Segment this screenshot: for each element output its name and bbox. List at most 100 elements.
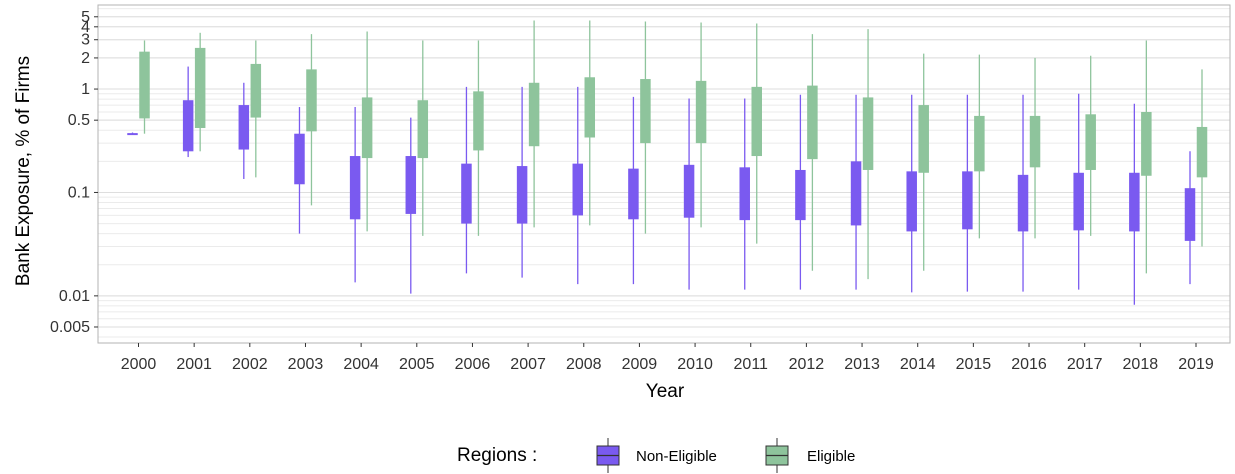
- y-tick-label: 0.005: [50, 319, 90, 336]
- box-body: [1184, 188, 1196, 241]
- box-body: [584, 77, 596, 138]
- x-axis-title: Year: [646, 381, 685, 402]
- y-tick-label: 1: [81, 81, 90, 98]
- box-non-eligible-2008: [572, 86, 584, 285]
- box-body: [528, 82, 540, 147]
- box-non-eligible-2003: [294, 107, 305, 234]
- x-tick-label: 2011: [734, 356, 769, 373]
- box-body: [695, 80, 707, 144]
- box-eligible-2009: [640, 21, 651, 234]
- box-body: [405, 156, 417, 214]
- box-body: [1129, 172, 1140, 232]
- x-tick-label: 2002: [232, 356, 268, 373]
- box-body: [640, 79, 651, 144]
- x-tick-label: 2001: [176, 356, 212, 373]
- box-eligible-2003: [306, 34, 317, 206]
- box-non-eligible-2012: [795, 94, 806, 290]
- y-tick-label: 0.5: [68, 112, 90, 129]
- box-non-eligible-2011: [739, 98, 750, 290]
- box-body: [739, 167, 750, 221]
- box-non-eligible-2006: [461, 86, 472, 274]
- box-body: [516, 166, 528, 224]
- box-non-eligible-2016: [1017, 94, 1029, 292]
- box-eligible-2012: [807, 34, 818, 271]
- box-eligible-2019: [1196, 69, 1208, 247]
- x-tick-label: 2016: [1011, 356, 1047, 373]
- box-eligible-2011: [751, 23, 762, 244]
- box-body: [1073, 172, 1084, 231]
- box-body: [349, 156, 361, 220]
- x-tick-label: 2004: [343, 356, 379, 373]
- box-body: [361, 97, 373, 159]
- box-body: [1029, 115, 1041, 168]
- box-non-eligible-2013: [850, 94, 862, 290]
- box-eligible-2010: [695, 22, 707, 228]
- box-eligible-2008: [584, 20, 596, 226]
- x-axis-ticks: 2000 2001 2002 2003 2004 2005 2006 2007 2008 2009…: [121, 343, 1214, 373]
- y-tick-label: 3: [81, 32, 90, 49]
- y-tick-label: 4: [81, 19, 90, 36]
- box-eligible-2006: [473, 40, 484, 236]
- x-tick-label: 2009: [622, 356, 658, 373]
- box-body: [1085, 114, 1096, 170]
- box-eligible-2017: [1085, 55, 1096, 236]
- box-eligible-2005: [417, 40, 429, 236]
- box-body: [795, 169, 806, 221]
- boxes: [127, 20, 1208, 305]
- box-non-eligible-2009: [628, 96, 639, 285]
- y-tick-label: 2: [81, 50, 90, 67]
- box-non-eligible-2010: [683, 98, 695, 290]
- legend-key-non-eligible: [596, 438, 620, 473]
- box-eligible-2000: [139, 40, 150, 134]
- box-body: [807, 85, 818, 160]
- x-tick-label: 2000: [121, 356, 157, 373]
- legend: Regions : Non-Eligible Eligible: [457, 438, 855, 473]
- box-body: [1196, 126, 1208, 178]
- box-body: [751, 86, 762, 157]
- box-body: [182, 100, 194, 152]
- box-body: [906, 171, 917, 232]
- box-body: [862, 97, 874, 170]
- box-eligible-2015: [974, 54, 985, 239]
- box-body: [918, 105, 929, 173]
- y-tick-label: 0.1: [68, 184, 90, 201]
- y-tick-label: 0.01: [59, 288, 90, 305]
- box-non-eligible-2015: [962, 94, 973, 292]
- box-body: [683, 164, 695, 218]
- box-body: [294, 133, 305, 185]
- legend-title: Regions :: [457, 445, 537, 466]
- box-non-eligible-2005: [405, 117, 417, 294]
- box-eligible-2007: [528, 20, 540, 228]
- y-tick-label: 5: [81, 9, 90, 26]
- x-tick-label: 2014: [900, 356, 936, 373]
- box-non-eligible-2001: [182, 66, 194, 158]
- box-body: [194, 47, 206, 129]
- box-non-eligible-2002: [238, 82, 250, 179]
- legend-label-eligible: Eligible: [807, 448, 855, 465]
- box-eligible-2002: [250, 40, 262, 178]
- box-body: [628, 168, 639, 220]
- box-non-eligible-2018: [1129, 103, 1140, 305]
- x-tick-label: 2005: [399, 356, 435, 373]
- box-body: [306, 69, 317, 132]
- x-tick-label: 2019: [1178, 356, 1214, 373]
- box-non-eligible-2007: [516, 86, 528, 278]
- x-tick-label: 2003: [288, 356, 324, 373]
- x-tick-label: 2015: [956, 356, 992, 373]
- x-tick-label: 2007: [510, 356, 546, 373]
- legend-label-non-eligible: Non-Eligible: [636, 448, 717, 465]
- box-body: [962, 171, 973, 230]
- box-body: [1141, 111, 1152, 176]
- box-body: [250, 63, 262, 118]
- box-non-eligible-2017: [1073, 93, 1084, 290]
- box-eligible-2018: [1141, 40, 1152, 274]
- box-body: [461, 163, 472, 224]
- box-eligible-2004: [361, 31, 373, 232]
- box-body: [850, 161, 862, 226]
- x-tick-label: 2018: [1123, 356, 1159, 373]
- box-body: [238, 105, 250, 150]
- y-axis-title: Bank Exposure, % of Firms: [13, 56, 34, 286]
- box-eligible-2016: [1029, 57, 1041, 239]
